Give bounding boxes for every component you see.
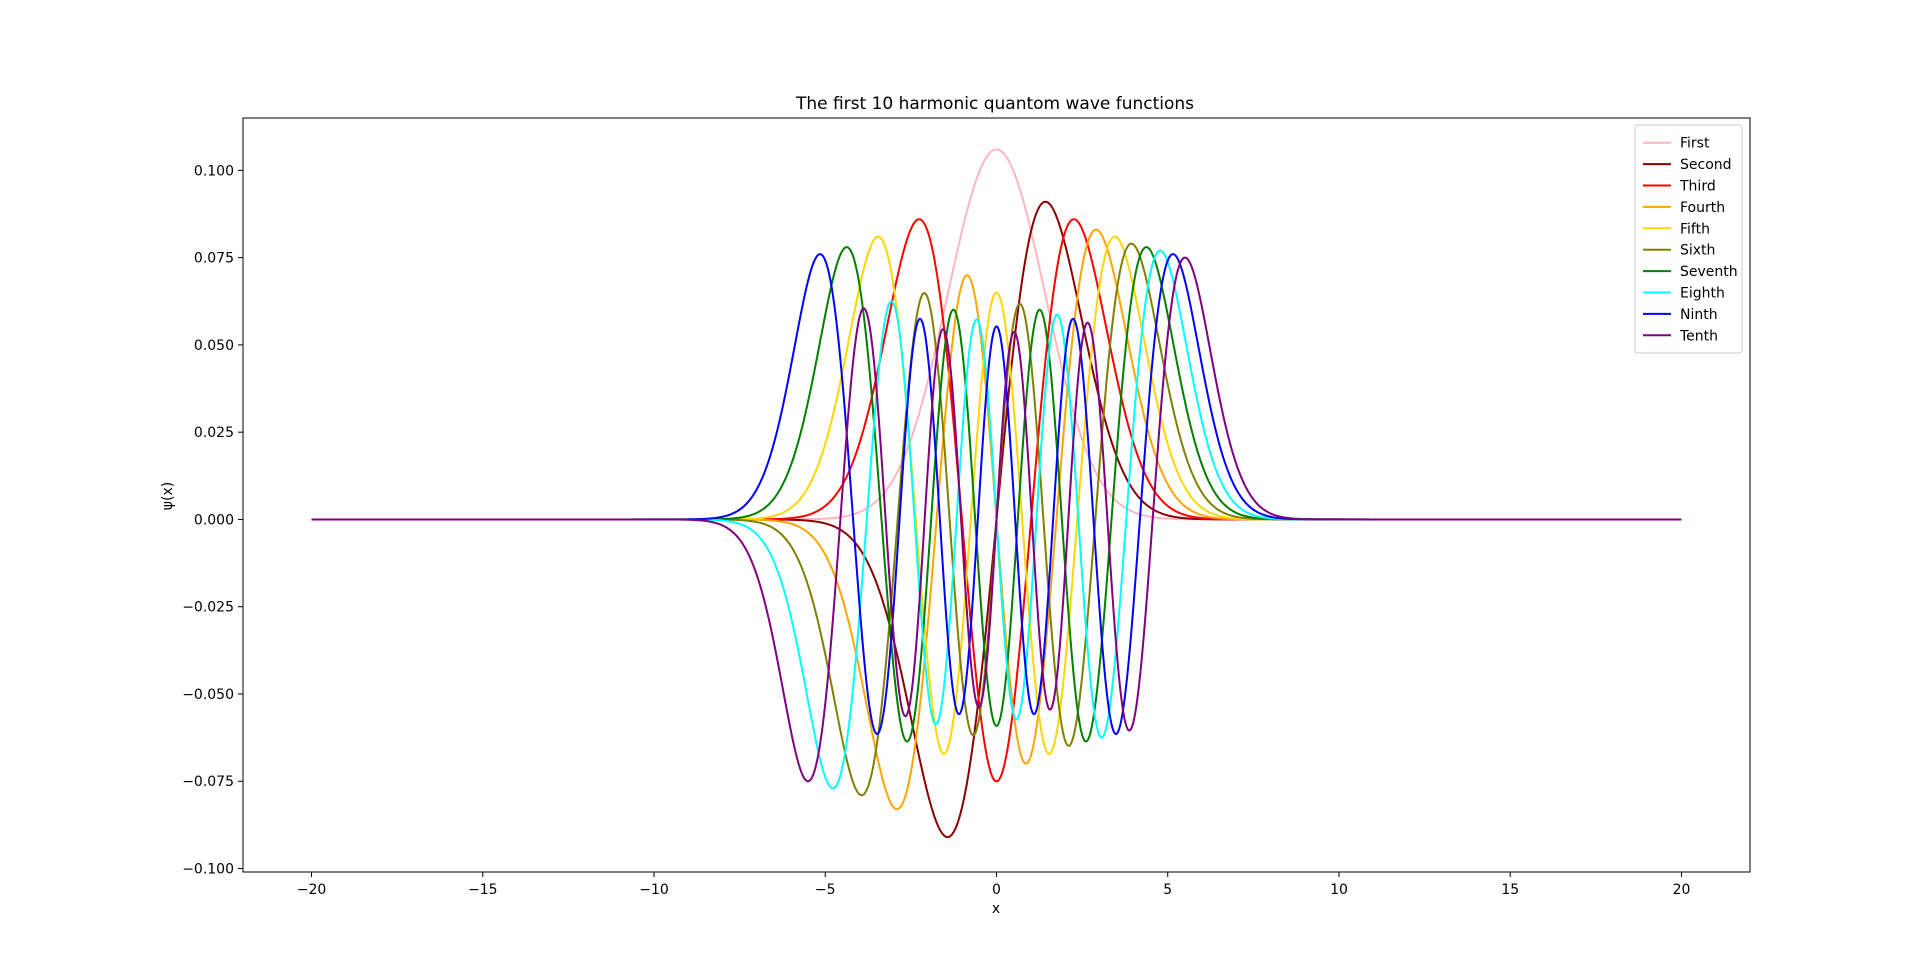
y-axis: −0.100 −0.075 −0.050 −0.025 0.000 0.025 0.050 0… bbox=[182, 163, 243, 878]
y-tick-label: −0.025 bbox=[182, 600, 234, 616]
y-tick-label: −0.100 bbox=[182, 862, 234, 878]
y-tick-label: 0.025 bbox=[194, 425, 234, 441]
legend-label-fifth: Fifth bbox=[1680, 221, 1710, 237]
legend-label-ninth: Ninth bbox=[1680, 307, 1718, 323]
y-tick-label: −0.075 bbox=[182, 774, 234, 790]
x-tick-label: 5 bbox=[1163, 882, 1172, 898]
x-axis-label: x bbox=[992, 901, 1000, 917]
legend-label-second: Second bbox=[1680, 157, 1732, 173]
legend: First Second Third Fourth Fifth Sixth Seventh E… bbox=[1634, 124, 1743, 354]
x-tick-label: −5 bbox=[815, 882, 836, 898]
y-axis-label: ψ(x) bbox=[160, 482, 176, 510]
series-line-tenth bbox=[311, 256, 1682, 783]
x-tick-label: −15 bbox=[468, 882, 498, 898]
legend-label-fourth: Fourth bbox=[1680, 200, 1725, 216]
y-tick-label: 0.050 bbox=[194, 338, 234, 354]
chart-title: The first 10 harmonic quantom wave funct… bbox=[795, 94, 1194, 114]
legend-box bbox=[1634, 124, 1743, 354]
x-tick-label: 0 bbox=[992, 882, 1001, 898]
legend-label-first: First bbox=[1680, 136, 1710, 152]
y-tick-label: 0.075 bbox=[194, 251, 234, 267]
y-tick-label: 0.100 bbox=[194, 163, 234, 179]
x-tick-label: −10 bbox=[639, 882, 669, 898]
legend-label-sixth: Sixth bbox=[1680, 243, 1715, 259]
x-tick-label: 10 bbox=[1330, 882, 1348, 898]
series-layer bbox=[311, 148, 1682, 839]
legend-label-eighth: Eighth bbox=[1680, 286, 1725, 302]
x-tick-label: 20 bbox=[1673, 882, 1691, 898]
legend-label-seventh: Seventh bbox=[1680, 264, 1738, 280]
x-tick-label: 15 bbox=[1501, 882, 1519, 898]
y-tick-label: 0.000 bbox=[194, 512, 234, 528]
legend-label-third: Third bbox=[1679, 179, 1716, 195]
y-tick-label: −0.050 bbox=[182, 687, 234, 703]
x-tick-label: −20 bbox=[297, 882, 327, 898]
legend-label-tenth: Tenth bbox=[1679, 328, 1718, 344]
x-axis: −20 −15 −10 −5 0 5 10 15 20 bbox=[297, 872, 1691, 898]
